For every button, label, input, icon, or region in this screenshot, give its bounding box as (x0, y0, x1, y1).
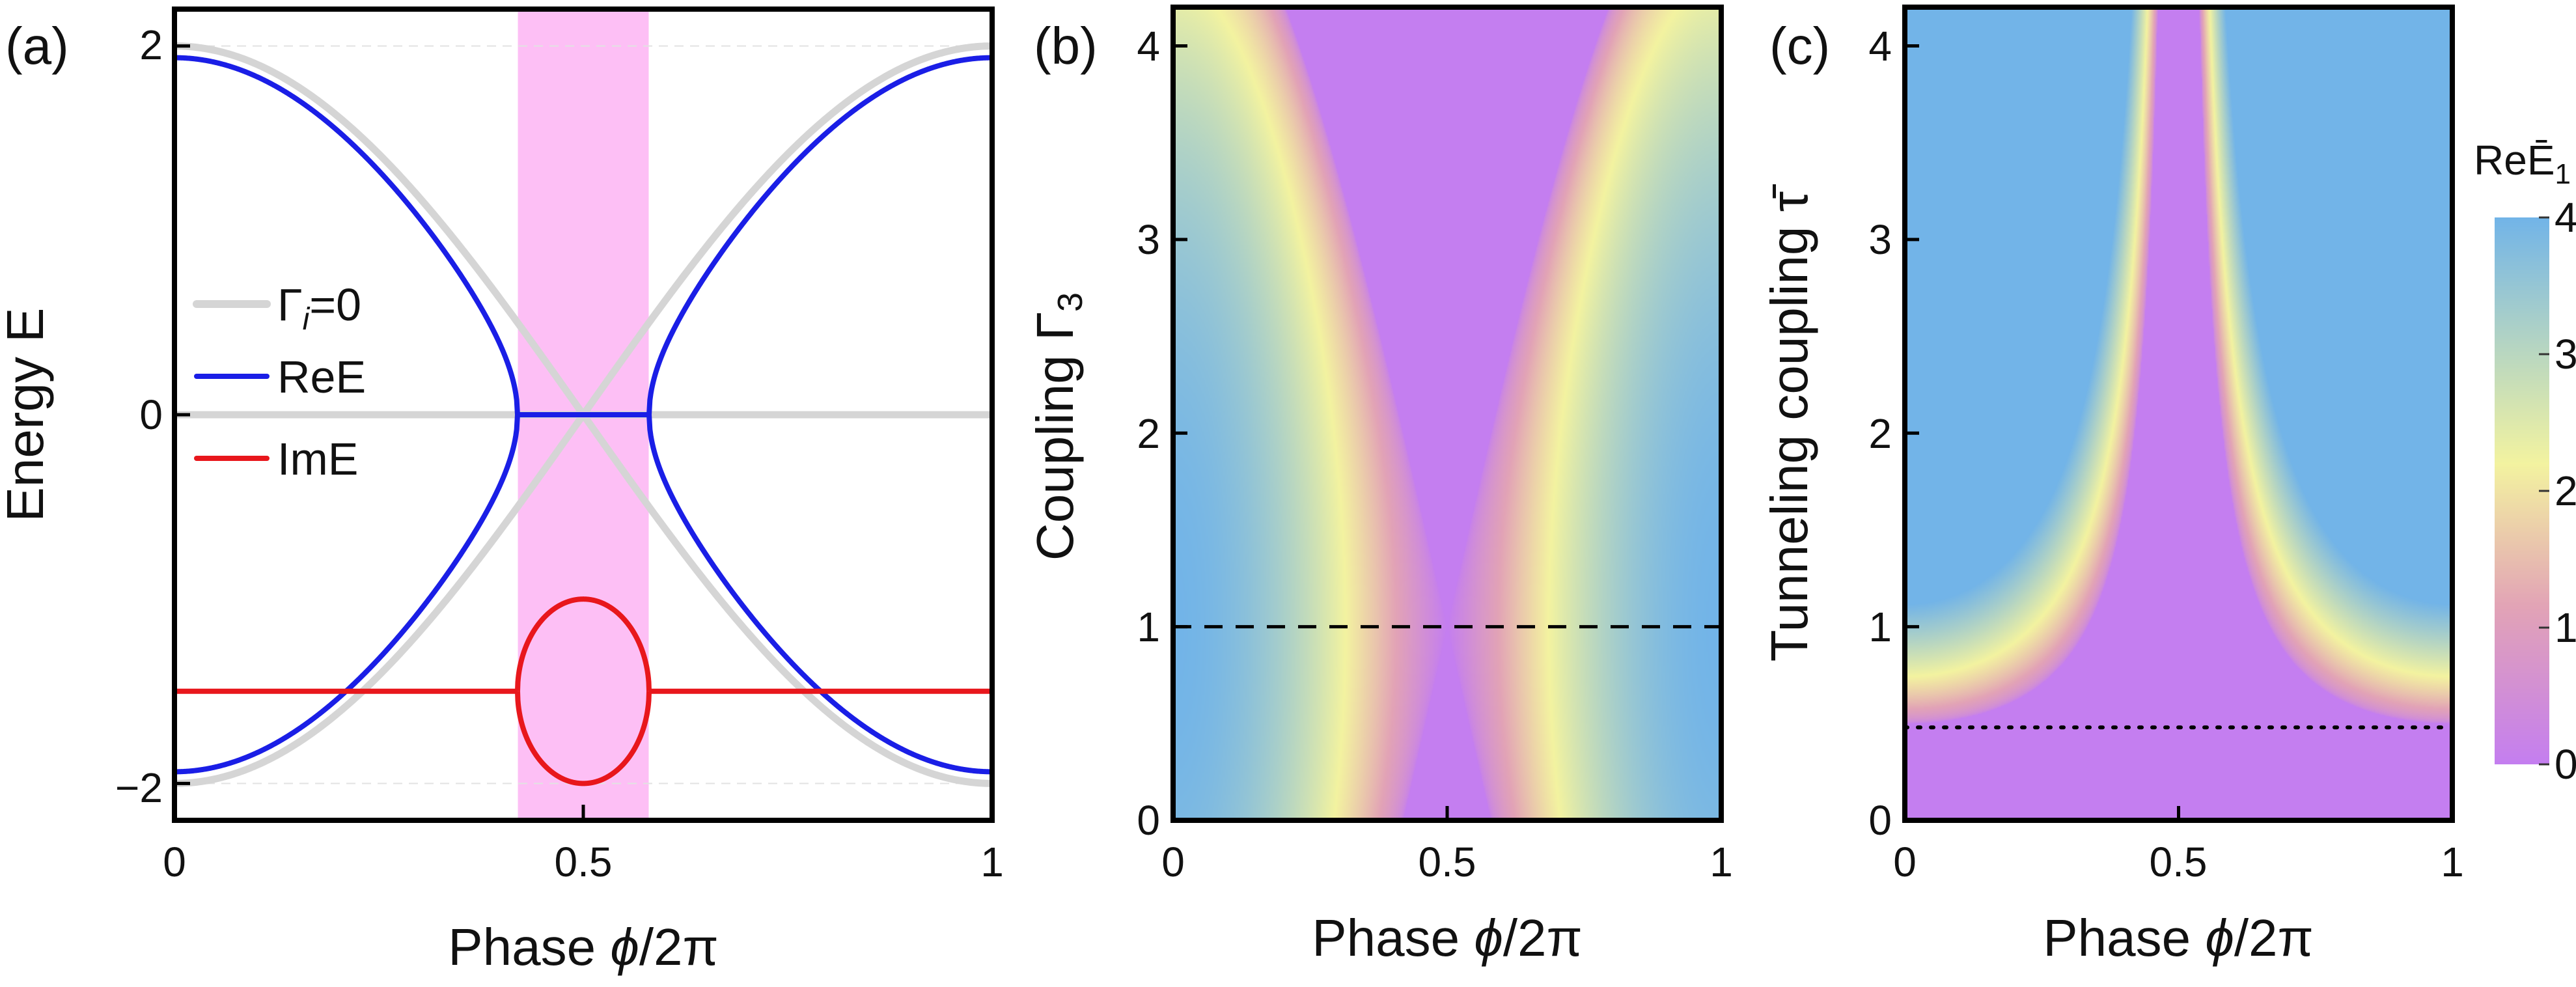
real-curve-lower-right (646, 414, 992, 775)
panel-a-label: (a) (5, 17, 69, 75)
colorbar: ReĒ1 0 1 2 3 4 (2474, 137, 2576, 788)
legend-label-real: ReE (277, 352, 366, 402)
panel-c-ytick-2: 2 (1868, 410, 1892, 457)
panel-c-x-axis-label: Phase ϕ/2π (2043, 909, 2313, 967)
panel-a-xtick-1: 0.5 (555, 839, 613, 885)
panel-b-xtick-0: 0 (1161, 839, 1185, 885)
panel-a-x-ticks: 0 0.5 1 (163, 839, 1004, 885)
panel-a-tick-marks (173, 44, 994, 820)
panel-c-xtick-0: 0 (1893, 839, 1917, 885)
panel-b-xtick-1: 0.5 (1419, 839, 1476, 885)
panel-b-x-axis-label: Phase ϕ/2π (1312, 909, 1582, 967)
panel-c-ytick-1: 1 (1868, 604, 1892, 650)
colorbar-tick-marks (2539, 216, 2549, 766)
panel-a-ytick-1: 0 (139, 391, 163, 438)
panel-a-x-axis-label: Phase ϕ/2π (448, 918, 718, 976)
panel-b-ytick-1: 1 (1137, 604, 1160, 650)
imag-loop-upper (514, 596, 652, 691)
panel-b-heatmap (1173, 7, 1721, 820)
real-curve-upper-left (174, 55, 520, 415)
panel-b-y-ticks: 0 1 2 3 4 (1137, 23, 1160, 844)
panel-a-xtick-2: 1 (980, 839, 1004, 885)
colorbar-title: ReĒ1 (2474, 137, 2571, 190)
panel-c-xtick-1: 0.5 (2150, 839, 2208, 885)
panel-a-plot-area (174, 9, 992, 820)
legend-label-gamma0: Γi=0 (277, 279, 361, 337)
panel-a: (a) 0 0.5 1 −2 0 2 Phase ϕ/2π Energy E Γ… (0, 7, 1004, 976)
real-curve-upper-right (646, 55, 992, 415)
panel-c-tick-marks (1903, 44, 2454, 822)
panel-a-legend: Γi=0 ReE ImE (193, 279, 366, 484)
panel-c-ytick-4: 4 (1868, 23, 1892, 70)
panel-c-label: (c) (1769, 17, 1830, 75)
panel-b-x-ticks: 0 0.5 1 (1161, 839, 1733, 885)
panel-b-ytick-3: 3 (1137, 216, 1160, 263)
panel-a-xtick-0: 0 (163, 839, 186, 885)
panel-b-xtick-2: 1 (1710, 839, 1733, 885)
panel-c-xtick-2: 1 (2441, 839, 2464, 885)
colorbar-tick-3: 3 (2555, 331, 2576, 378)
panel-c-ytick-0: 0 (1868, 797, 1892, 844)
panel-c-y-axis-label: Tunneling coupling τ̄ (1760, 184, 1818, 661)
panel-a-ytick-0: −2 (115, 764, 163, 811)
panel-a-curves (174, 42, 992, 787)
panel-c-heatmap (1905, 7, 2452, 820)
panel-b-ytick-0: 0 (1137, 797, 1160, 844)
panel-a-ytick-2: 2 (139, 21, 163, 68)
panel-a-y-ticks: −2 0 2 (115, 21, 163, 811)
colorbar-tick-2: 2 (2555, 467, 2576, 514)
panel-c: (c) 0 0.5 1 0 1 2 3 4 Phase ϕ/2π Tunneli… (1760, 5, 2576, 967)
panel-b-ytick-2: 2 (1137, 410, 1160, 457)
imag-loop-lower (514, 691, 652, 786)
panel-a-y-axis-label: Energy E (0, 307, 54, 521)
panel-b: (b) 0 0.5 1 0 1 2 3 4 Phase ϕ/2π Couplin… (1026, 5, 1733, 967)
colorbar-tick-4: 4 (2555, 194, 2576, 241)
colorbar-tick-1: 1 (2555, 604, 2576, 651)
panel-b-tick-marks (1171, 44, 1723, 822)
legend-label-imag: ImE (277, 434, 358, 484)
panel-c-y-ticks: 0 1 2 3 4 (1868, 23, 1892, 844)
panel-c-x-ticks: 0 0.5 1 (1893, 839, 2464, 885)
panel-b-y-axis-label: Coupling Γ3 (1026, 292, 1090, 561)
colorbar-tick-0: 0 (2555, 741, 2576, 788)
panel-b-ytick-4: 4 (1137, 23, 1160, 70)
panel-b-label: (b) (1034, 17, 1098, 75)
panel-c-ytick-3: 3 (1868, 216, 1892, 263)
